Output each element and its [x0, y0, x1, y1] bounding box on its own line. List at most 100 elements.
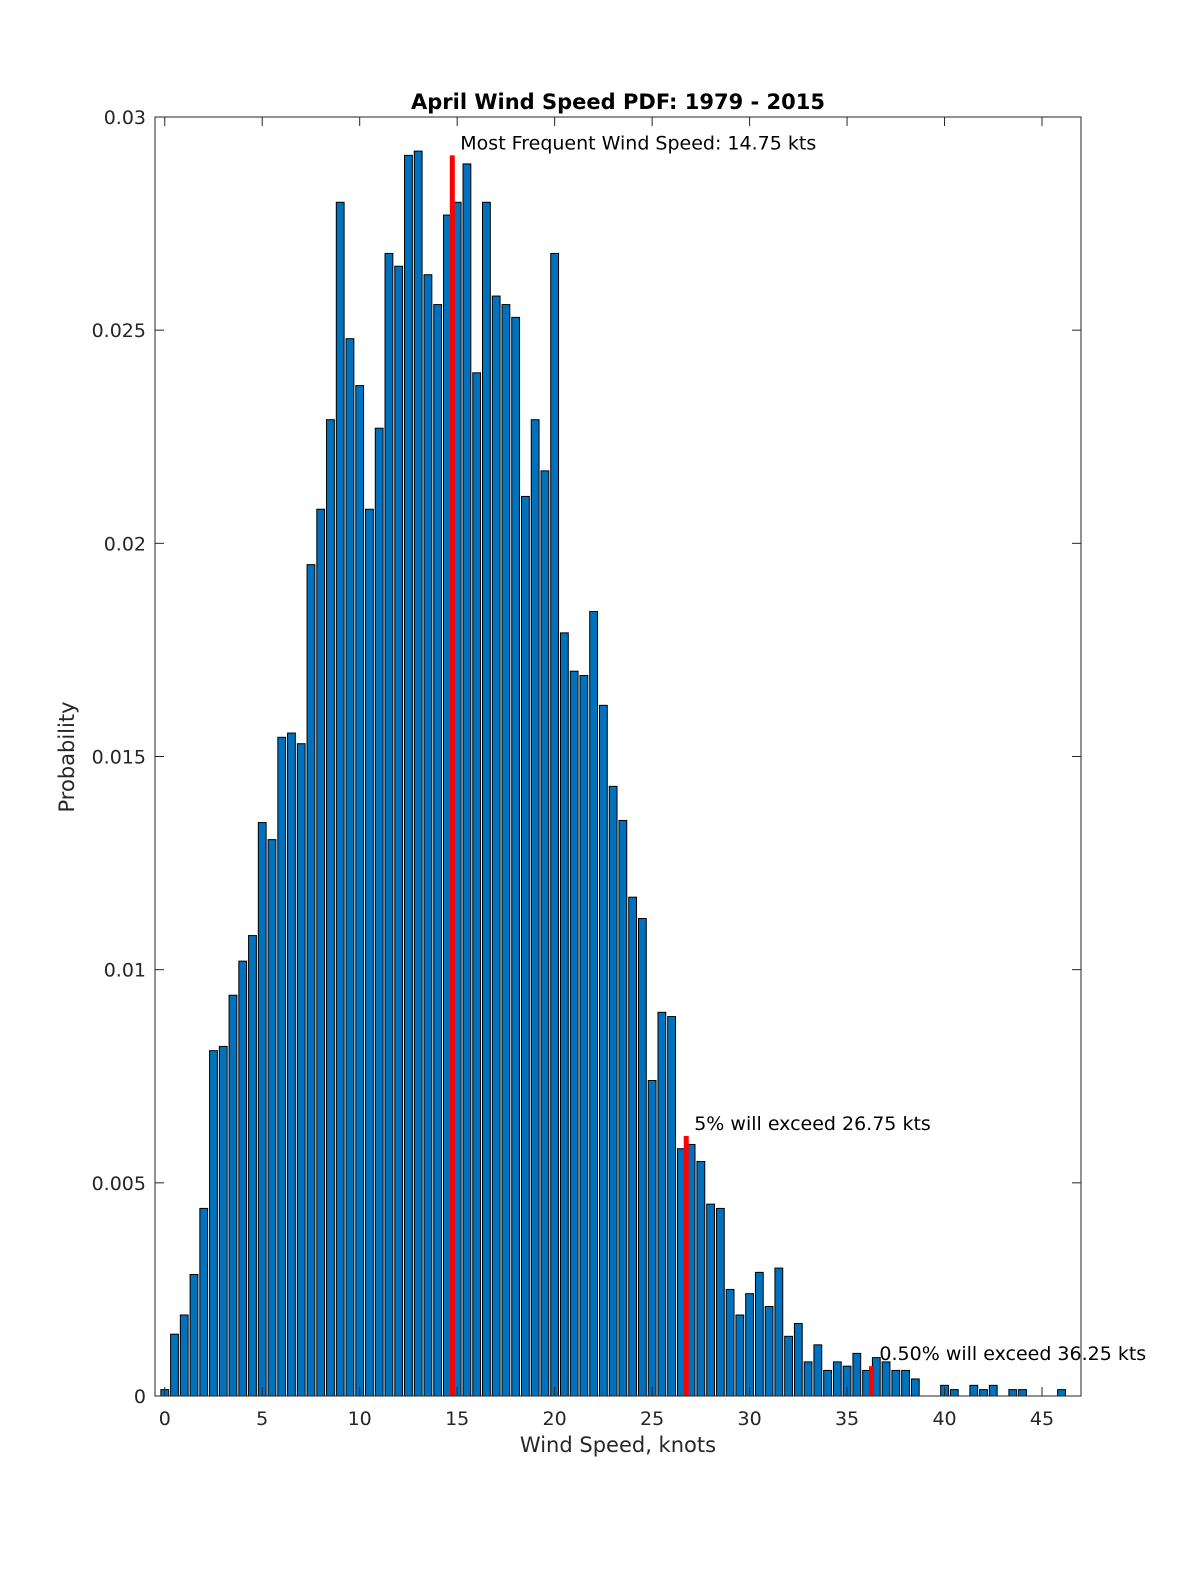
bar: [550, 252, 560, 1397]
bar: [979, 1389, 988, 1397]
bar: [784, 1335, 793, 1397]
x-tick-label: 0: [159, 1408, 171, 1430]
bar: [413, 150, 423, 1397]
bar: [306, 564, 316, 1397]
bar: [891, 1369, 901, 1397]
bar: [238, 960, 248, 1397]
chart-title: April Wind Speed PDF: 1979 - 2015: [411, 90, 825, 114]
bar: [189, 1273, 199, 1397]
bar: [696, 1161, 706, 1397]
bar: [433, 304, 443, 1397]
y-tick-label: 0.005: [92, 1173, 146, 1195]
y-tick-label: 0.02: [104, 533, 146, 555]
bar: [735, 1314, 745, 1397]
bar: [725, 1288, 735, 1397]
y-tick-label: 0: [134, 1386, 146, 1408]
bar: [949, 1389, 959, 1397]
bar: [715, 1207, 725, 1397]
bar: [598, 704, 608, 1397]
bar: [706, 1203, 716, 1397]
marker-line: [868, 1366, 874, 1396]
bar: [472, 372, 482, 1397]
bar: [803, 1361, 813, 1397]
bar: [969, 1384, 979, 1397]
bar: [423, 274, 433, 1397]
bar: [296, 743, 306, 1397]
bar: [228, 994, 238, 1397]
bar: [462, 163, 472, 1397]
bar: [745, 1293, 754, 1397]
bar: [404, 154, 413, 1397]
bar: [540, 470, 550, 1397]
bar: [667, 1016, 677, 1397]
x-tick-label: 35: [835, 1408, 859, 1430]
y-axis-label: Probability: [55, 701, 79, 812]
y-tick-label: 0.03: [104, 107, 146, 129]
x-tick-label: 15: [445, 1408, 469, 1430]
x-tick-label: 10: [348, 1408, 372, 1430]
bar: [569, 670, 579, 1397]
bar: [559, 632, 569, 1397]
bar: [501, 304, 511, 1397]
bar: [345, 338, 355, 1397]
marker-annotation: Most Frequent Wind Speed: 14.75 kts: [460, 132, 816, 154]
bar: [326, 419, 335, 1397]
bar: [365, 508, 374, 1397]
bar: [267, 839, 277, 1397]
markers-group: [449, 155, 874, 1396]
bar: [482, 201, 491, 1397]
marker-annotation: 5% will exceed 26.75 kts: [694, 1113, 931, 1135]
x-tick-label: 30: [737, 1408, 761, 1430]
bar: [335, 201, 345, 1397]
bar: [813, 1344, 823, 1397]
x-tick-label: 40: [932, 1408, 956, 1430]
bar: [910, 1378, 920, 1397]
bar: [823, 1369, 832, 1397]
marker-annotation: 0.50% will exceed 36.25 kts: [879, 1343, 1146, 1365]
bar: [374, 427, 384, 1397]
bar: [355, 385, 365, 1397]
bar: [637, 918, 647, 1397]
bar: [589, 611, 599, 1397]
bar: [832, 1361, 842, 1397]
bar: [179, 1314, 189, 1397]
bar: [248, 935, 257, 1397]
x-tick-label: 5: [256, 1408, 268, 1430]
bar: [647, 1080, 657, 1397]
bars-group: [160, 150, 1066, 1397]
bar: [618, 819, 628, 1397]
bar: [257, 822, 267, 1397]
y-tick-label: 0.025: [92, 320, 146, 342]
bar: [277, 736, 287, 1397]
bar: [1008, 1389, 1018, 1397]
bar: [384, 252, 394, 1397]
bar: [754, 1271, 764, 1397]
bar: [579, 675, 589, 1397]
marker-line: [683, 1135, 689, 1396]
bar: [764, 1305, 774, 1397]
y-tick-label: 0.015: [92, 747, 146, 769]
bar: [988, 1384, 998, 1397]
annotations-group: Most Frequent Wind Speed: 14.75 kts 5% wi…: [460, 132, 1146, 1365]
bar: [1018, 1389, 1027, 1397]
bar: [491, 295, 501, 1397]
x-axis-label: Wind Speed, knots: [520, 1433, 716, 1457]
bar: [287, 732, 296, 1397]
bar: [608, 785, 618, 1397]
bar: [774, 1267, 784, 1397]
bar: [530, 419, 540, 1397]
bar: [881, 1361, 891, 1397]
x-tick-label: 25: [640, 1408, 664, 1430]
marker-line: [449, 155, 455, 1396]
bar: [394, 265, 404, 1397]
ticks-group: 0 5 10 15 20 25 30 35 40 45 0 0.005 0.01 0.015 0.02 0.0…: [92, 107, 1081, 1430]
x-tick-label: 45: [1030, 1408, 1054, 1430]
bar: [316, 508, 326, 1397]
bar: [901, 1369, 910, 1397]
bar: [657, 1011, 667, 1397]
bar: [1057, 1389, 1066, 1397]
bar: [170, 1333, 179, 1397]
bar: [521, 495, 530, 1397]
bar: [218, 1045, 228, 1397]
y-tick-label: 0.01: [104, 960, 146, 982]
